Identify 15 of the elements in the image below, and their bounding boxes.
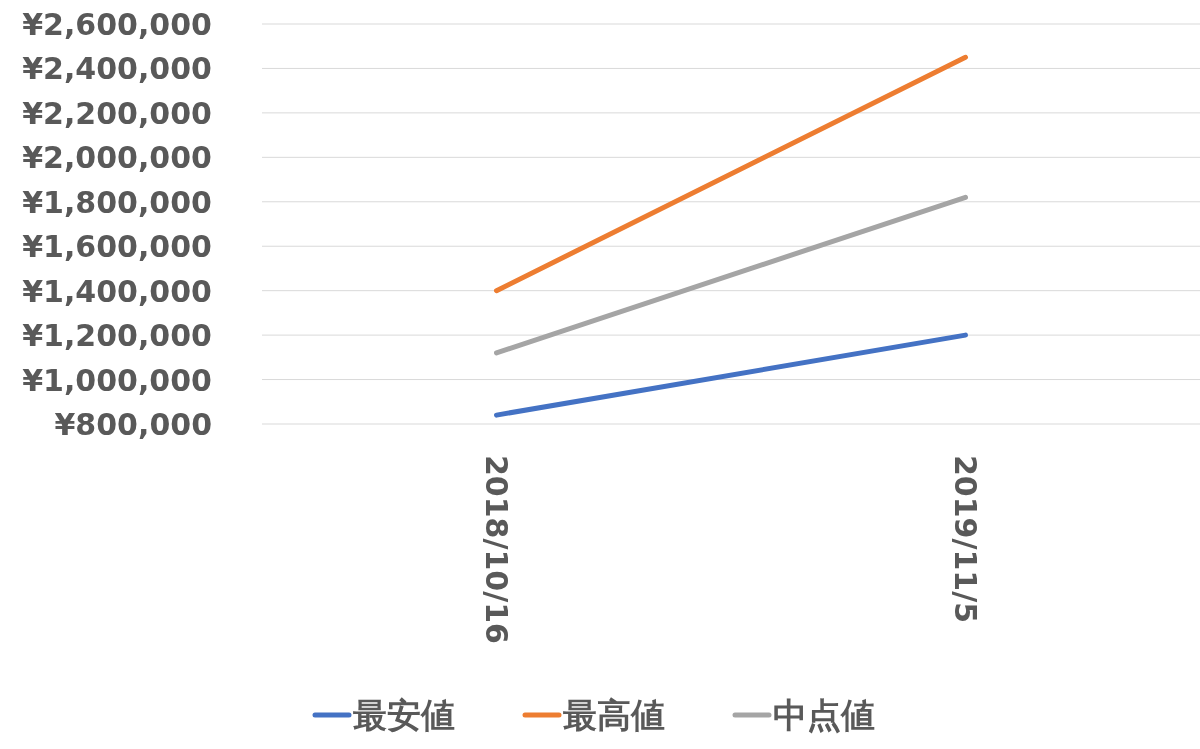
legend-label: 最安値 — [353, 695, 455, 735]
legend-label: 中点値 — [773, 695, 875, 735]
y-tick-label: ¥2,400,000 — [22, 51, 212, 87]
legend-label: 最高値 — [563, 695, 665, 735]
y-tick-label: ¥1,000,000 — [22, 362, 212, 398]
x-tick-label: 2019/11/5 — [947, 455, 983, 624]
y-tick-label: ¥1,600,000 — [22, 229, 212, 265]
y-tick-label: ¥1,800,000 — [22, 184, 212, 220]
y-tick-label: ¥2,000,000 — [22, 140, 212, 176]
x-tick-label: 2018/10/16 — [478, 455, 514, 644]
y-tick-label: ¥1,200,000 — [22, 318, 212, 354]
y-tick-label: ¥800,000 — [54, 407, 212, 442]
y-tick-label: ¥2,200,000 — [22, 95, 212, 131]
y-tick-label: ¥2,600,000 — [22, 7, 212, 42]
y-tick-label: ¥1,400,000 — [22, 273, 212, 309]
